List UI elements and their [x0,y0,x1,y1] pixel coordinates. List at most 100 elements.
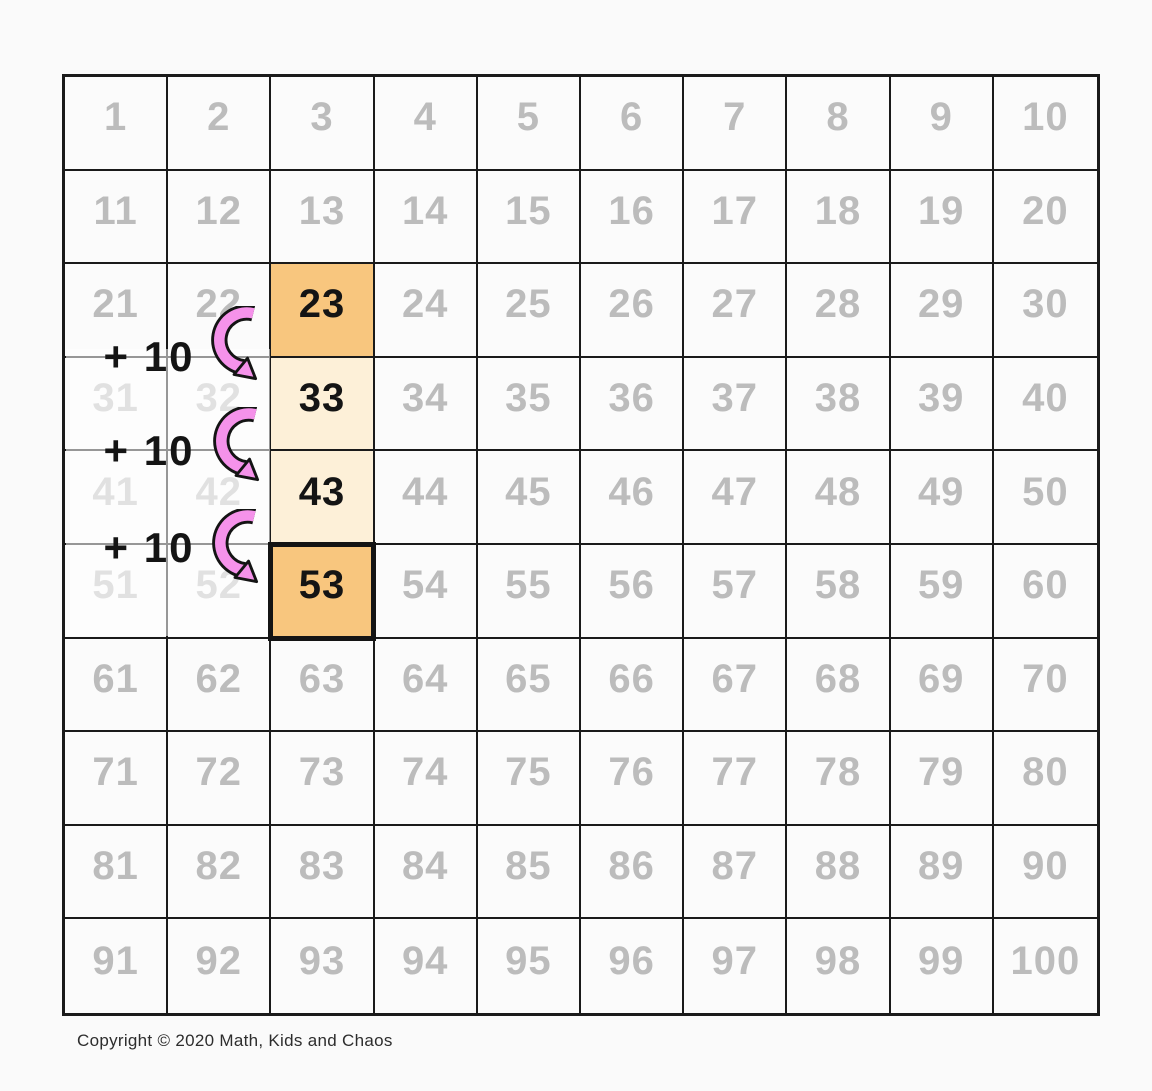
cell-number: 25 [505,282,552,327]
grid-cell-76: 76 [580,732,685,826]
grid-cell-23: 23 [271,264,375,358]
cell-number: 26 [608,282,655,327]
cell-number: 23 [298,282,346,327]
cell-number: 8 [826,95,850,140]
grid-cell-59: 59 [890,544,994,639]
grid-cell-10: 10 [993,77,1097,171]
cell-number: 54 [401,563,449,608]
grid-cell-98: 98 [787,919,891,1013]
grid-cell-47: 47 [684,451,788,545]
cell-number: 66 [608,656,655,701]
cell-number: 71 [92,750,139,795]
cell-number: 69 [917,656,965,701]
cell-number: 34 [401,376,449,421]
cell-number: 13 [298,188,346,233]
grid-cell-8: 8 [787,77,891,171]
cell-number: 28 [814,282,862,327]
cell-number: 16 [608,188,655,233]
grid-cell-90: 90 [993,826,1097,920]
grid-cell-92: 92 [168,919,272,1013]
cell-number: 19 [917,188,965,233]
cell-number: 57 [711,563,759,608]
grid-cell-13: 13 [271,170,375,265]
cell-number: 59 [917,563,965,608]
grid-cell-11: 11 [65,170,169,265]
cell-number: 75 [505,750,552,795]
plus-ten-label-1: + 10 [103,333,195,380]
cell-number: 14 [401,188,449,233]
grid-cell-16: 16 [580,170,685,265]
cell-number: 45 [505,469,552,514]
cell-number: 76 [608,750,655,795]
cell-number: 4 [413,95,437,140]
cell-number: 47 [711,469,759,514]
cell-number: 44 [401,469,449,514]
cell-number: 33 [298,376,346,421]
cell-number: 80 [1022,750,1069,795]
cell-number: 85 [505,844,552,889]
cell-number: 83 [298,844,346,889]
grid-cell-95: 95 [478,919,581,1013]
grid-cell-58: 58 [787,544,891,639]
grid-cell-55: 55 [477,544,581,639]
grid-cell-70: 70 [993,639,1097,733]
grid-cell-48: 48 [787,451,891,545]
cell-number: 35 [505,376,552,421]
cell-number: 18 [814,188,862,233]
cell-number: 68 [814,656,862,701]
cell-number: 24 [401,282,449,327]
cell-number: 91 [92,938,139,983]
grid-cell-65: 65 [477,638,581,733]
cell-number: 48 [814,469,862,514]
grid-cell-97: 97 [684,919,788,1013]
hundred-chart: 1 2 3 4 5 6 7 8 9 10 11 12 13 14 15 16 17 18 19 20 21 22 23 24 2… [62,74,1100,1016]
cell-number: 82 [195,844,243,889]
grid-cell-27: 27 [684,264,788,358]
grid-cell-36: 36 [580,357,685,452]
cell-number: 81 [92,844,139,889]
grid-cell-72: 72 [168,732,272,826]
cell-number: 29 [917,282,965,327]
grid-cell-96: 96 [581,919,685,1013]
grid-cell-15: 15 [477,170,581,265]
cell-number: 63 [298,656,346,701]
grid-cell-20: 20 [993,171,1097,265]
cell-number: 87 [711,844,759,889]
grid-cell-56: 56 [580,544,685,639]
cell-number: 50 [1022,469,1069,514]
copyright-text: Copyright © 2020 Math, Kids and Chaos [77,1031,393,1050]
cell-number: 20 [1022,188,1069,233]
grid-cell-19: 19 [890,170,994,265]
grid-cell-35: 35 [477,357,581,452]
cell-number: 21 [92,282,139,327]
grid-cell-83: 83 [271,825,375,920]
grid-cell-82: 82 [168,825,272,920]
grid-cell-30: 30 [993,264,1097,358]
grid-cell-81: 81 [65,825,169,920]
grid-cell-73: 73 [271,732,375,826]
cell-number: 95 [505,938,552,983]
cell-number: 55 [505,563,552,608]
grid-cell-18: 18 [787,170,891,265]
grid-cell-68: 68 [787,638,891,733]
grid-cell-62: 62 [168,638,272,733]
grid-cell-78: 78 [787,732,891,826]
cell-number: 6 [619,95,644,140]
grid-cell-12: 12 [168,170,272,265]
grid-cell-67: 67 [684,638,788,733]
cell-number: 84 [401,844,449,889]
grid-cell-46: 46 [580,451,685,545]
grid-cell-25: 25 [477,264,581,358]
cell-number: 9 [929,95,953,140]
grid-cell-39: 39 [890,357,994,452]
grid-cell-63: 63 [271,638,375,733]
grid-cell-1: 1 [65,77,169,171]
grid-cell-50: 50 [993,451,1097,545]
cell-number: 90 [1022,844,1069,889]
cell-number: 37 [711,376,759,421]
grid-cell-57: 57 [684,544,788,639]
grid-cell-45: 45 [477,451,581,545]
cell-number: 49 [917,469,965,514]
cell-number: 39 [917,376,965,421]
